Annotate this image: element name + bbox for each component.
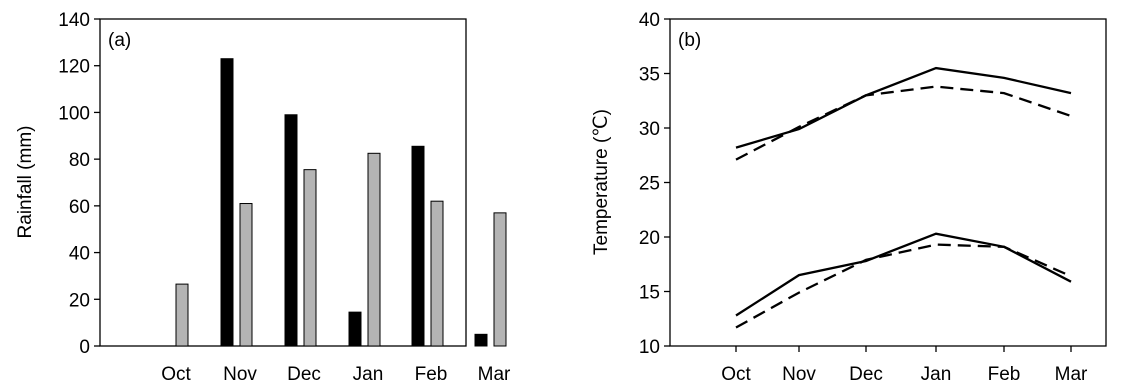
rainfall-bar-chart: (a) Rainfall (mm) 0 20 40 60 80 100 120 140 Oct… (15, 10, 511, 385)
plot-frame (99, 18, 467, 347)
x-tick-label: Mar (1055, 364, 1088, 385)
bar (284, 114, 298, 347)
y-tick-label: 10 (639, 337, 660, 358)
y-tick-label: 15 (639, 283, 660, 304)
bar (348, 311, 362, 347)
y-tick-label: 120 (58, 57, 90, 78)
y-tick-label: 80 (69, 150, 90, 171)
y-tick-label: 20 (639, 228, 660, 249)
dashed-series-line (735, 243, 1072, 329)
solid-series-line (735, 232, 1072, 317)
y-tick-label: 0 (79, 337, 90, 358)
y-tick-label: 40 (639, 10, 660, 31)
y-tick-label: 30 (639, 119, 660, 140)
x-axis-ticks: Oct Nov Dec Jan Feb Mar (161, 364, 511, 385)
x-tick-label: Nov (782, 364, 816, 385)
y-tick-label: 25 (639, 174, 660, 195)
x-axis-ticks: Oct Nov Dec Jan Feb Mar (721, 346, 1088, 385)
bar (303, 169, 317, 347)
y-tick-label: 20 (69, 290, 90, 311)
bar (239, 203, 253, 347)
plot-frame (669, 18, 1107, 347)
y-axis-title: Rainfall (mm) (15, 126, 36, 239)
bar (175, 283, 189, 347)
x-tick-label: Dec (287, 364, 321, 385)
bar (474, 333, 488, 347)
temperature-line-chart: (b) Temperature (℃) 10 15 20 25 30 35 40 Oct No… (591, 10, 1107, 385)
line-series (735, 66, 1072, 329)
x-tick-label: Feb (415, 364, 448, 385)
solid-series-line (735, 66, 1072, 149)
x-tick-label: Feb (988, 364, 1021, 385)
panel-label: (a) (108, 30, 131, 51)
bar-series (175, 58, 507, 347)
bar (411, 145, 425, 347)
bar (220, 58, 234, 347)
y-tick-label: 40 (69, 244, 90, 265)
panel-label: (b) (678, 30, 701, 51)
y-tick-label: 140 (58, 10, 90, 31)
x-tick-label: Mar (478, 364, 511, 385)
x-tick-label: Oct (161, 364, 191, 385)
bar (430, 200, 444, 347)
x-tick-label: Dec (849, 364, 883, 385)
y-tick-label: 35 (639, 65, 660, 86)
bar (367, 152, 381, 347)
x-tick-label: Jan (353, 364, 384, 385)
y-tick-label: 100 (58, 103, 90, 124)
y-tick-label: 60 (69, 197, 90, 218)
y-axis-ticks: 10 15 20 25 30 35 40 (639, 10, 670, 358)
bar (493, 212, 507, 347)
x-tick-label: Oct (721, 364, 751, 385)
dashed-series-line (735, 85, 1072, 161)
y-axis-title: Temperature (℃) (591, 109, 612, 255)
y-axis-ticks: 0 20 40 60 80 100 120 140 (58, 10, 100, 358)
x-tick-label: Jan (921, 364, 952, 385)
x-tick-label: Nov (223, 364, 257, 385)
